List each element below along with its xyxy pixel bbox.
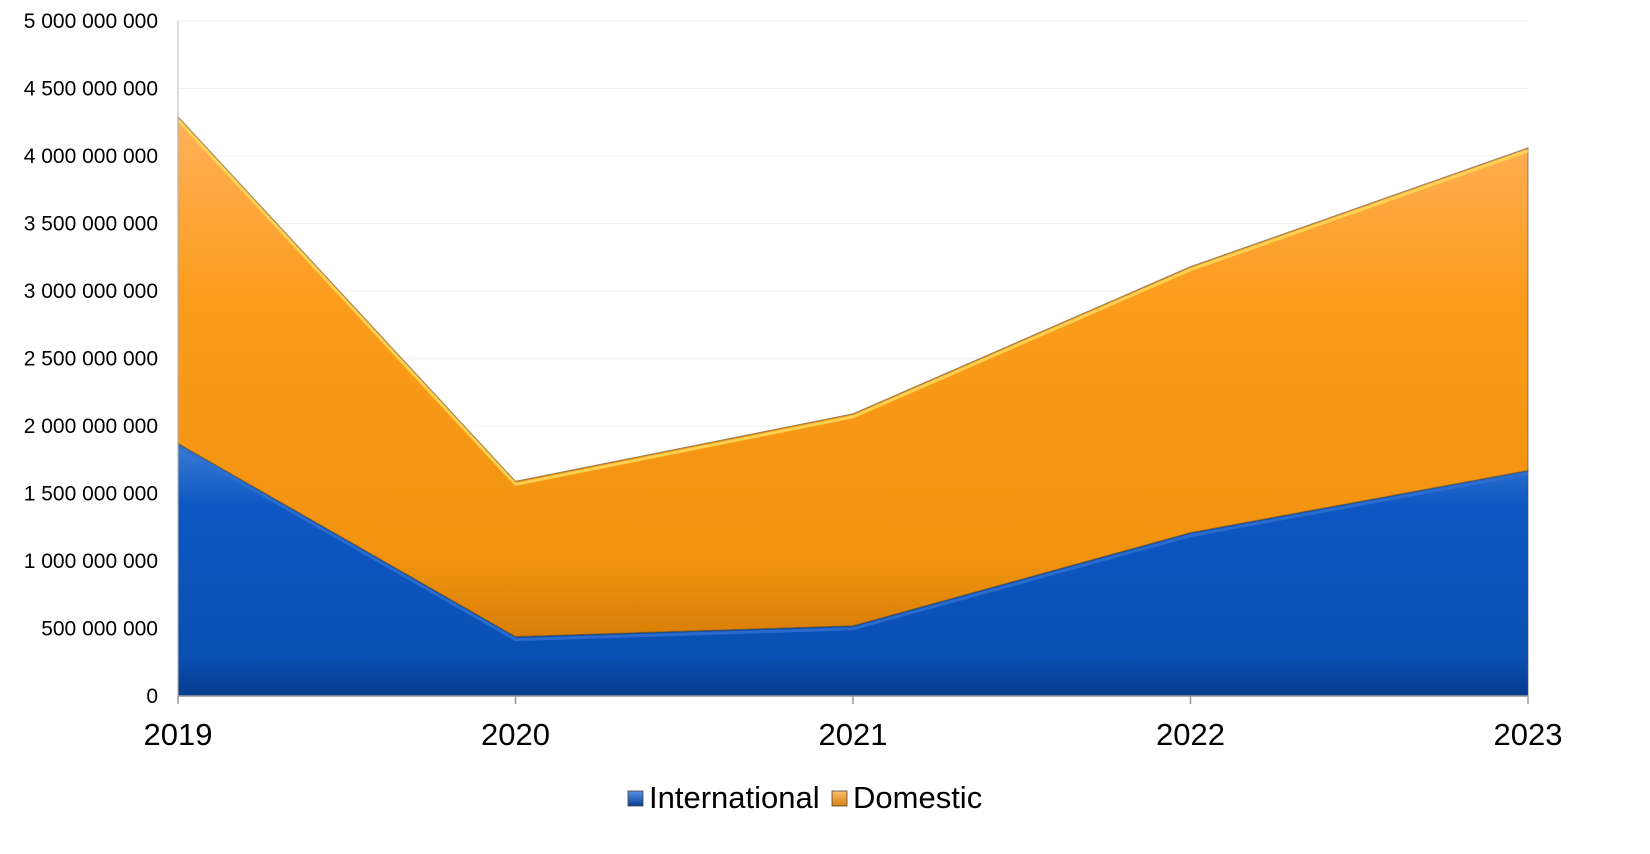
- area-edge-international: [177, 445, 1529, 642]
- y-tick-label: 1 500 000 000: [24, 483, 158, 506]
- legend-item-domestic: Domestic: [831, 780, 982, 815]
- legend-item-international: International: [627, 780, 820, 815]
- y-tick-label: 0: [146, 685, 158, 708]
- x-tick-label: 2022: [1156, 717, 1225, 752]
- legend-label-international: International: [649, 780, 820, 815]
- y-tick-label: 4 500 000 000: [24, 78, 158, 101]
- area-domestic: [177, 115, 1529, 638]
- x-tick-label: 2020: [481, 717, 550, 752]
- legend-swatch-domestic: [831, 790, 848, 807]
- y-tick-label: 1 000 000 000: [24, 550, 158, 573]
- x-tick-label: 2023: [1494, 717, 1563, 752]
- legend-label-domestic: Domestic: [853, 780, 982, 815]
- y-tick-label: 3 500 000 000: [24, 213, 158, 236]
- x-tick-label: 2019: [144, 717, 213, 752]
- area-edge-domestic: [176, 118, 1529, 486]
- legend-swatch-international: [627, 790, 644, 807]
- y-tick-label: 2 500 000 000: [24, 348, 158, 371]
- y-tick-label: 500 000 000: [41, 618, 158, 641]
- y-axis-tick-labels: 0 500 000 000 1 000 000 000 1 500 000 000 2 …: [24, 10, 158, 708]
- x-axis-tick-labels: 2019 2020 2021 2022 2023: [144, 717, 1563, 752]
- y-tick-label: 5 000 000 000: [24, 10, 158, 33]
- y-tick-label: 4 000 000 000: [24, 145, 158, 168]
- area-series: [176, 115, 1529, 697]
- x-tick-label: 2021: [819, 717, 888, 752]
- axes: [177, 21, 1529, 704]
- y-tick-label: 3 000 000 000: [24, 280, 158, 303]
- y-tick-label: 2 000 000 000: [24, 415, 158, 438]
- legend: International Domestic: [627, 780, 982, 815]
